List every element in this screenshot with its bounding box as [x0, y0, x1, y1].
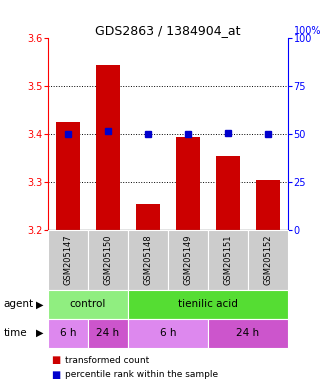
Bar	[256, 180, 280, 230]
Text: GSM205152: GSM205152	[263, 235, 272, 285]
Bar	[176, 137, 200, 230]
Bar	[216, 156, 240, 230]
Text: 24 h: 24 h	[236, 328, 260, 338]
Bar	[128, 230, 168, 290]
Text: 100%: 100%	[294, 26, 321, 36]
Text: GSM205151: GSM205151	[223, 235, 232, 285]
Text: GSM205149: GSM205149	[183, 235, 193, 285]
Text: percentile rank within the sample: percentile rank within the sample	[65, 371, 218, 379]
Text: control: control	[70, 299, 106, 310]
Bar	[56, 122, 80, 230]
Bar	[128, 290, 288, 319]
Bar	[48, 290, 128, 319]
Bar	[208, 230, 248, 290]
Bar	[168, 230, 208, 290]
Text: GSM205150: GSM205150	[104, 235, 113, 285]
Bar	[208, 319, 288, 348]
Text: ▶: ▶	[36, 299, 43, 310]
Bar	[88, 230, 128, 290]
Title: GDS2863 / 1384904_at: GDS2863 / 1384904_at	[95, 24, 241, 37]
Text: GSM205148: GSM205148	[143, 235, 153, 285]
Bar	[88, 319, 128, 348]
Text: 24 h: 24 h	[96, 328, 119, 338]
Text: 6 h: 6 h	[60, 328, 76, 338]
Text: 6 h: 6 h	[160, 328, 176, 338]
Text: transformed count: transformed count	[65, 356, 149, 365]
Text: ▶: ▶	[36, 328, 43, 338]
Bar	[48, 230, 88, 290]
Text: ■: ■	[51, 370, 61, 380]
Text: GSM205147: GSM205147	[64, 235, 72, 285]
Text: time: time	[3, 328, 27, 338]
Text: ■: ■	[51, 355, 61, 365]
Bar	[248, 230, 288, 290]
Bar	[136, 204, 160, 230]
Bar	[128, 319, 208, 348]
Text: tienilic acid: tienilic acid	[178, 299, 238, 310]
Bar	[48, 319, 88, 348]
Bar	[96, 65, 120, 230]
Text: agent: agent	[3, 299, 33, 310]
